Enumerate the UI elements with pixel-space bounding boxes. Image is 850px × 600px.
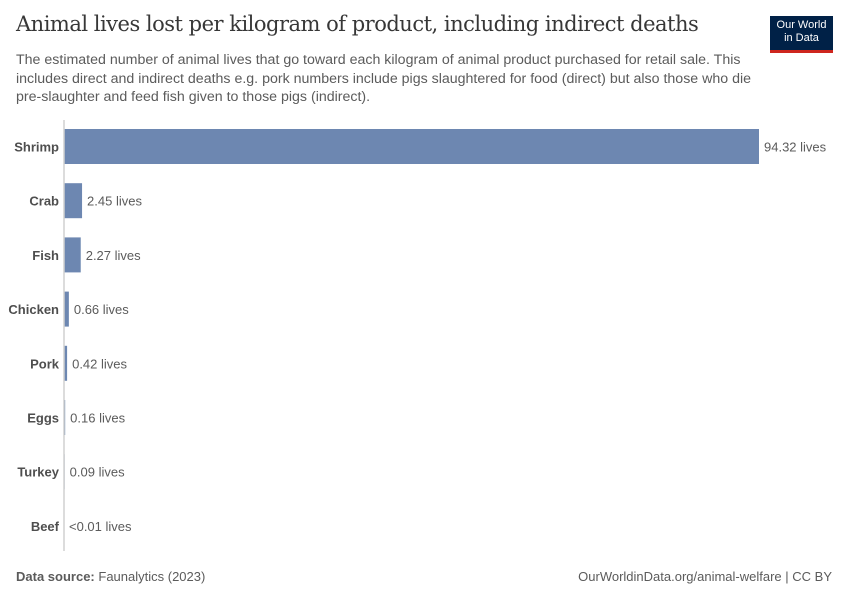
category-label: Fish — [32, 248, 59, 263]
category-label: Turkey — [17, 465, 59, 480]
data-label: 94.32 lives — [764, 140, 827, 155]
category-label: Chicken — [8, 302, 59, 317]
category-label: Eggs — [27, 411, 59, 426]
category-label: Shrimp — [14, 140, 59, 155]
chart-subtitle: The estimated number of animal lives tha… — [16, 52, 752, 105]
data-label: <0.01 lives — [69, 519, 132, 534]
source-link[interactable]: Faunalytics (2023) — [98, 569, 206, 584]
url-license-link[interactable]: OurWorldinData.org/animal-welfare | CC B… — [578, 569, 832, 584]
bar-pork[interactable] — [64, 345, 68, 381]
bar-shrimp[interactable] — [64, 129, 759, 164]
data-label: 0.66 lives — [74, 302, 129, 317]
chart-title: Animal lives lost per kilogram of produc… — [16, 12, 699, 36]
bar-crab[interactable] — [64, 183, 83, 219]
logo-line-2: in Data — [784, 32, 819, 44]
source-label: Data source: — [16, 569, 95, 584]
data-label: 2.45 lives — [87, 194, 142, 209]
category-label: Crab — [29, 194, 59, 209]
bar-chicken[interactable] — [64, 291, 69, 327]
data-label: 0.09 lives — [70, 465, 125, 480]
category-label: Pork — [30, 356, 60, 371]
owid-logo[interactable]: Our World in Data — [770, 16, 833, 53]
data-label: 2.27 lives — [86, 248, 141, 263]
bar-chart: Shrimp 94.32 lives Crab 2.45 lives Fish 2.27 … — [8, 120, 827, 551]
category-label: Beef — [31, 519, 60, 534]
bar-fish[interactable] — [64, 237, 81, 273]
data-label: 0.42 lives — [72, 356, 127, 371]
data-source: Data source: Faunalytics (2023) — [16, 569, 205, 584]
logo-line-1: Our World — [776, 19, 827, 31]
data-label: 0.16 lives — [70, 411, 125, 426]
